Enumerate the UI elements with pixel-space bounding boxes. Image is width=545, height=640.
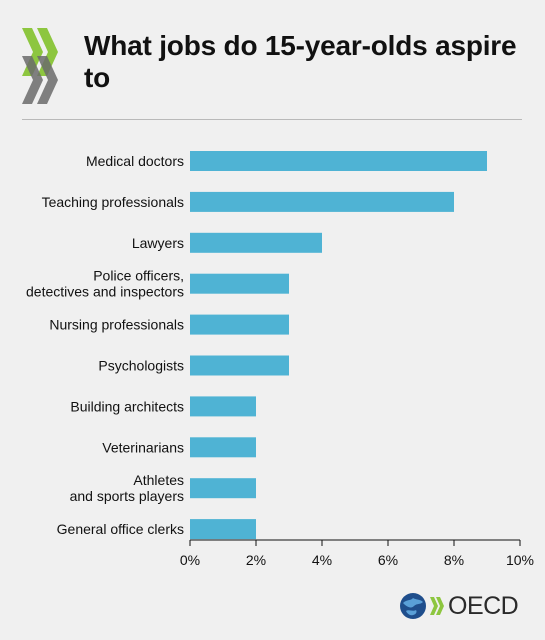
- x-tick-label: 2%: [246, 552, 266, 568]
- bar: [190, 355, 289, 376]
- bar: [190, 314, 289, 335]
- category-label: Building architects: [70, 398, 184, 414]
- category-label: Nursing professionals: [49, 317, 184, 333]
- oecd-brand-text: OECD: [448, 591, 519, 620]
- bar: [190, 151, 487, 171]
- category-label: Veterinarians: [102, 439, 184, 455]
- bar: [190, 396, 256, 417]
- category-label: General office clerks: [57, 521, 184, 537]
- oecd-mini-chevrons-icon: [430, 597, 444, 615]
- x-tick-label: 6%: [378, 552, 398, 568]
- category-label: Teaching professionals: [42, 194, 184, 210]
- bar: [190, 437, 256, 458]
- x-tick-label: 10%: [506, 552, 534, 568]
- category-label: Lawyers: [132, 235, 184, 251]
- bar: [190, 519, 256, 540]
- x-tick-label: 8%: [444, 552, 464, 568]
- header: What jobs do 15-year-olds aspire to: [0, 0, 545, 120]
- x-tick-label: 0%: [180, 552, 200, 568]
- oecd-footer-logo: OECD: [398, 591, 519, 621]
- title-divider: [22, 119, 522, 120]
- category-label: Police officers, detectives and inspector…: [26, 268, 184, 300]
- page-title: What jobs do 15-year-olds aspire to: [84, 30, 517, 93]
- bar: [190, 191, 454, 212]
- globe-icon: [400, 593, 426, 619]
- x-tick-label: 4%: [312, 552, 332, 568]
- category-label: Athletes and sports players: [70, 472, 184, 504]
- bar: [190, 232, 322, 253]
- category-label: Medical doctors: [86, 153, 184, 169]
- bar-chart: Medical doctors Teaching professionals Law…: [26, 151, 534, 568]
- bar: [190, 478, 256, 499]
- oecd-chevrons-icon: [22, 28, 66, 109]
- bar: [190, 273, 289, 294]
- category-label: Psychologists: [98, 358, 184, 374]
